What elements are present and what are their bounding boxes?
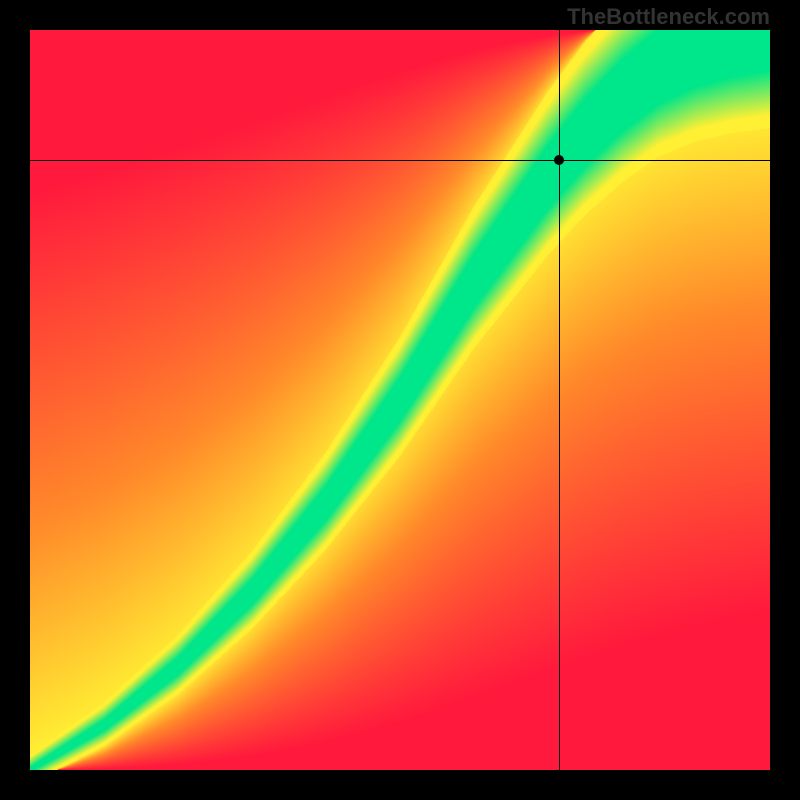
- crosshair-marker: [554, 155, 564, 165]
- crosshair-horizontal: [30, 160, 770, 161]
- crosshair-vertical: [559, 30, 560, 770]
- heatmap-canvas: [30, 30, 770, 770]
- bottleneck-heatmap: [30, 30, 770, 770]
- watermark-text: TheBottleneck.com: [567, 4, 770, 30]
